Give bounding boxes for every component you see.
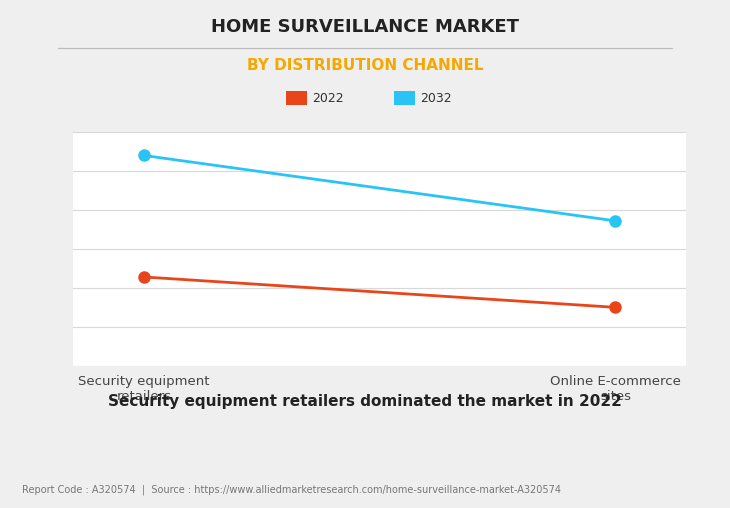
2022 — [139, 274, 148, 280]
2022 — [611, 304, 620, 310]
Line: 2032: 2032 — [137, 149, 622, 227]
Text: HOME SURVEILLANCE MARKET: HOME SURVEILLANCE MARKET — [211, 18, 519, 36]
Text: BY DISTRIBUTION CHANNEL: BY DISTRIBUTION CHANNEL — [247, 58, 483, 74]
Line: 2022: 2022 — [137, 271, 622, 313]
Text: 2022: 2022 — [312, 91, 344, 105]
FancyBboxPatch shape — [286, 91, 307, 105]
Text: Report Code : A320574  |  Source : https://www.alliedmarketresearch.com/home-sur: Report Code : A320574 | Source : https:/… — [22, 485, 561, 495]
Text: 2032: 2032 — [420, 91, 452, 105]
FancyBboxPatch shape — [394, 91, 415, 105]
2032 — [611, 218, 620, 224]
Text: Security equipment retailers dominated the market in 2022: Security equipment retailers dominated t… — [108, 394, 622, 409]
2032 — [139, 152, 148, 158]
